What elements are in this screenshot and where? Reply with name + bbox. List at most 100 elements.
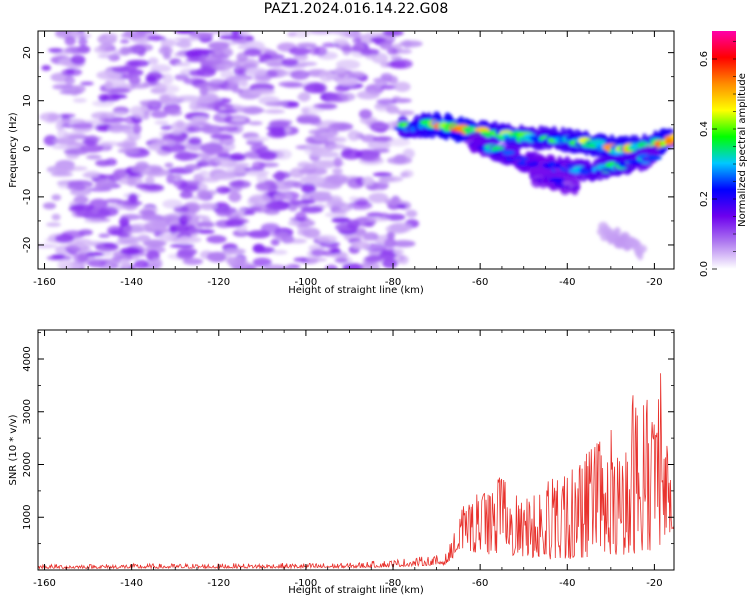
heatmap-cell — [299, 199, 316, 204]
heatmap-cell — [260, 223, 280, 233]
heatmap-cell — [336, 77, 359, 87]
colorbar-axis: 0.0 0.2 0.4 0.6 — [699, 41, 736, 277]
heatmap-cell — [359, 155, 377, 161]
heatmap-cell — [255, 181, 278, 191]
heatmap-cell — [200, 176, 220, 183]
heatmap-cell — [128, 193, 138, 204]
heatmap-cell — [177, 235, 191, 245]
heatmap-cell — [201, 221, 215, 228]
ridge-core — [647, 155, 662, 161]
heatmap-cell — [391, 240, 416, 248]
heatmap-cell — [243, 210, 256, 215]
heatmap-cell — [111, 255, 133, 261]
ridge-core — [476, 141, 484, 146]
heatmap-cell — [72, 253, 89, 263]
heatmap-cell — [402, 148, 415, 159]
heatmap-cell — [392, 96, 401, 101]
heatmap-cell — [173, 178, 188, 188]
x-tick-label: -140 — [120, 578, 143, 589]
heatmap-cell — [39, 112, 61, 122]
heatmap-cell — [327, 173, 349, 185]
heatmap-cell — [199, 202, 218, 211]
heatmap-cell — [305, 257, 328, 262]
heatmap-cell — [210, 31, 230, 34]
snr-x-axis-label: Height of straight line (km) — [288, 585, 424, 596]
heatmap-cell — [231, 87, 244, 93]
heatmap-cell — [46, 222, 61, 227]
heatmap-cell — [248, 194, 272, 206]
heatmap-cell — [390, 55, 402, 61]
heatmap-cell — [188, 31, 214, 38]
heatmap-cell — [388, 75, 398, 85]
heatmap-cell — [78, 36, 88, 47]
heatmap-cell — [361, 235, 372, 241]
spectrogram-y-axis: -20 -10 0 10 20 — [22, 46, 674, 270]
snr-series-line — [38, 373, 674, 570]
x-tick-label: -80 — [385, 578, 401, 589]
heatmap-cell — [206, 235, 227, 244]
heatmap-cell — [293, 257, 311, 263]
heatmap-cell — [367, 216, 391, 222]
heatmap-cell — [70, 188, 91, 197]
x-tick-label: -160 — [33, 578, 56, 589]
heatmap-cell — [206, 251, 227, 263]
heatmap-cell — [265, 200, 291, 211]
heatmap-cell — [86, 154, 102, 160]
colorbar: 0.0 0.2 0.4 0.6 Normalized spectral amplitu… — [699, 31, 748, 277]
heatmap-cell — [56, 118, 80, 125]
heatmap-cell — [324, 211, 348, 218]
x-tick-label: -140 — [120, 277, 143, 288]
heatmap-cell — [57, 113, 76, 119]
heatmap-cell — [351, 240, 370, 250]
figure-title: PAZ1.2024.016.14.22.G08 — [263, 1, 449, 17]
ridge-halo — [635, 244, 647, 254]
ridge-core — [409, 126, 416, 132]
heatmap-cell — [249, 88, 276, 95]
heatmap-cell — [131, 165, 146, 174]
ridge-core — [548, 133, 565, 139]
heatmap-cell — [199, 86, 209, 96]
heatmap-cell — [372, 172, 393, 177]
heatmap-cell — [184, 164, 202, 171]
heatmap-cell — [162, 73, 174, 85]
heatmap-cell — [85, 251, 105, 257]
heatmap-cell — [98, 233, 110, 238]
heatmap-cell — [386, 156, 413, 165]
heatmap-cell — [342, 263, 364, 269]
heatmap-cell — [250, 144, 268, 152]
x-tick-label: -60 — [472, 578, 488, 589]
heatmap-cell — [63, 132, 86, 140]
heatmap-cell — [335, 59, 361, 70]
heatmap-cell — [325, 264, 338, 269]
heatmap-cell — [255, 246, 276, 254]
heatmap-cell — [380, 84, 396, 90]
heatmap-cell — [209, 78, 225, 84]
heatmap-cell — [51, 254, 66, 259]
heatmap-cell — [233, 75, 248, 86]
heatmap-cell — [170, 130, 183, 135]
heatmap-cell — [179, 190, 193, 199]
heatmap-cell — [399, 40, 423, 48]
heatmap-cell — [269, 126, 286, 136]
heatmap-cell — [51, 145, 78, 150]
heatmap-cell — [312, 134, 331, 142]
heatmap-cell — [289, 47, 311, 56]
heatmap-cell — [213, 173, 237, 180]
heatmap-cell — [292, 181, 304, 189]
heatmap-cell — [43, 135, 58, 146]
heatmap-cell — [348, 200, 373, 210]
heatmap-cell — [74, 183, 86, 191]
heatmap-cell — [382, 258, 398, 269]
heatmap-cell — [236, 52, 248, 62]
heatmap-cell — [248, 121, 263, 126]
heatmap-cell — [229, 153, 246, 161]
heatmap-cell — [42, 202, 57, 210]
heatmap-cell — [102, 251, 113, 257]
heatmap-cell — [330, 202, 353, 213]
y-tick-label: -10 — [22, 189, 33, 205]
snr-plot-area — [38, 330, 674, 570]
heatmap-cell — [70, 54, 86, 65]
heatmap-cell — [208, 41, 230, 50]
heatmap-cell — [316, 235, 337, 243]
heatmap-cell — [150, 64, 172, 73]
